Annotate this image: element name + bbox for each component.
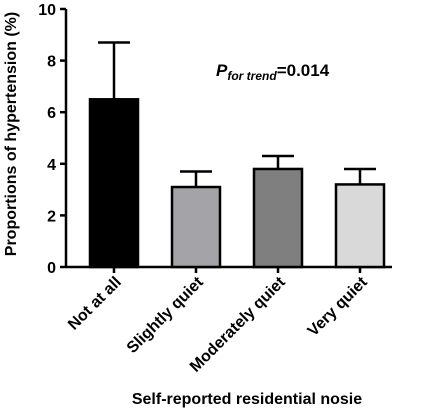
y-tick-label: 0 (47, 260, 56, 277)
p-subscript: for trend (227, 69, 277, 83)
x-category-label: Not at all (65, 274, 125, 334)
bar (252, 167, 304, 269)
y-tick-label: 4 (47, 157, 56, 174)
bars (88, 98, 386, 269)
y-tick-label: 6 (47, 105, 56, 122)
y-tick-label: 8 (47, 54, 56, 71)
y-axis-title: Proportions of hypertension (%) (3, 12, 20, 256)
x-category-label: Slightly quiet (124, 273, 208, 357)
y-tick-label: 2 (47, 208, 56, 225)
bar (170, 185, 222, 269)
p-trend-annotation: Pfor trend=0.014 (216, 61, 330, 83)
x-axis-title: Self-reported residential nosie (132, 391, 362, 408)
bar (88, 98, 140, 269)
p-value: =0.014 (277, 61, 330, 80)
error-bars (98, 41, 376, 188)
y-tick-label: 10 (38, 2, 56, 19)
bar (334, 183, 386, 269)
p-symbol: P (216, 61, 228, 80)
x-category-label: Very quiet (305, 273, 372, 340)
